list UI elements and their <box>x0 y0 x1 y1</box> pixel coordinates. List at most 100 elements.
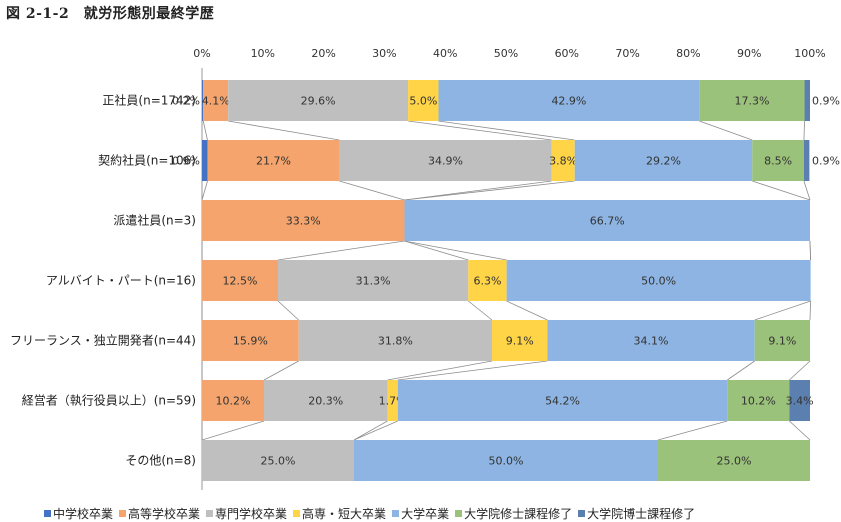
data-label: 34.9% <box>428 155 463 168</box>
data-label: 66.7% <box>590 215 625 228</box>
legend-swatch <box>392 510 400 517</box>
bar-segment <box>202 80 204 121</box>
category-label: 正社員(n=1742) <box>102 93 196 108</box>
bar-segment <box>278 260 469 301</box>
bar-segment <box>207 140 340 181</box>
bar-segment <box>203 80 229 121</box>
data-label: 9.1% <box>506 335 534 348</box>
data-label: 50.0% <box>641 275 676 288</box>
series-line <box>202 120 208 141</box>
category-label: 経営者（執行役員以上）(n=59) <box>22 393 196 408</box>
series-line <box>263 360 299 381</box>
data-label: 21.7% <box>256 155 291 168</box>
data-label: 31.8% <box>378 335 413 348</box>
series-line <box>404 180 552 201</box>
x-tick-label: 20% <box>311 47 335 60</box>
x-tick-label: 10% <box>251 47 275 60</box>
bar-segment <box>202 260 278 301</box>
legend-item: 大学卒業 <box>392 505 449 522</box>
bar-segment <box>387 380 398 421</box>
legend-item: 大学院修士課程修了 <box>455 505 572 522</box>
legend-item: 中学校卒業 <box>44 505 113 522</box>
series-line <box>408 120 552 141</box>
legend-swatch <box>206 510 214 517</box>
bar-segment <box>752 140 804 181</box>
bar-segment <box>202 320 299 361</box>
series-line <box>397 360 548 381</box>
data-label: 29.6% <box>301 95 336 108</box>
bar-segment <box>397 380 728 421</box>
series-line <box>803 120 805 141</box>
bar-segment <box>408 80 439 121</box>
x-tick-label: 90% <box>737 47 761 60</box>
bar-segment <box>228 80 409 121</box>
data-label: 12.5% <box>223 275 258 288</box>
data-label: 33.3% <box>286 215 321 228</box>
legend-label: 中学校卒業 <box>53 507 114 521</box>
series-line <box>277 240 405 261</box>
bar-segment <box>404 200 810 241</box>
data-label: 10.2% <box>741 395 776 408</box>
series-line <box>339 180 405 201</box>
data-label: 17.3% <box>734 95 769 108</box>
bar-segment <box>202 440 354 481</box>
data-label: 0.2% <box>172 95 200 108</box>
bar-segment <box>202 200 405 241</box>
bar-segment <box>298 320 493 361</box>
x-tick-label: 60% <box>555 47 579 60</box>
bar-segment <box>438 80 700 121</box>
legend-item: 高等学校卒業 <box>119 505 200 522</box>
legend-label: 大学院博士課程修了 <box>587 507 696 521</box>
bar-segment <box>506 260 811 301</box>
data-label: 0.9% <box>172 155 200 168</box>
series-line <box>789 360 811 381</box>
category-label: フリーランス・独立開発者(n=44) <box>10 333 196 348</box>
x-tick-label: 30% <box>372 47 396 60</box>
bar-segment <box>789 380 810 421</box>
series-line <box>803 180 811 201</box>
x-tick-label: 50% <box>494 47 518 60</box>
series-line <box>387 360 493 381</box>
data-label: 4.1% <box>202 95 230 108</box>
category-label: その他(n=8) <box>125 454 196 468</box>
bar-segment <box>727 380 790 421</box>
series-line <box>404 240 507 261</box>
series-line <box>754 300 811 321</box>
data-label: 9.1% <box>768 335 796 348</box>
series-line <box>727 360 755 381</box>
legend-swatch <box>578 510 586 517</box>
data-label: 29.2% <box>646 155 681 168</box>
category-label: 契約社員(n=106) <box>98 153 196 168</box>
data-label: 31.3% <box>356 275 391 288</box>
x-tick-label: 80% <box>676 47 700 60</box>
data-label: 20.3% <box>308 395 343 408</box>
series-line <box>809 300 812 321</box>
series-line <box>404 240 469 261</box>
legend-item: 大学院博士課程修了 <box>578 505 695 522</box>
legend-item: 専門学校卒業 <box>206 505 287 522</box>
legend: 中学校卒業 高等学校卒業 専門学校卒業 高専・短大卒業 大学卒業 大学院修士課程修了 大学院… <box>44 505 695 522</box>
data-label: 3.8% <box>549 155 577 168</box>
series-line <box>657 420 728 441</box>
series-line <box>228 120 340 141</box>
bar-segment <box>547 320 755 361</box>
data-label: 42.9% <box>551 95 586 108</box>
x-tick-label: 100% <box>794 47 825 60</box>
category-label: アルバイト・パート(n=16) <box>46 274 196 288</box>
series-line <box>201 420 265 441</box>
legend-label: 大学卒業 <box>401 507 450 521</box>
data-label: 25.0% <box>261 455 296 468</box>
data-label: 0.9% <box>812 155 840 168</box>
series-line <box>468 300 493 321</box>
data-label: 54.2% <box>545 395 580 408</box>
x-tick-label: 40% <box>433 47 457 60</box>
bar-segment <box>754 320 810 361</box>
series-line <box>201 180 208 201</box>
data-label: 15.9% <box>233 335 268 348</box>
bar-segment <box>202 140 208 181</box>
series-line <box>353 420 388 441</box>
bar-segment <box>468 260 507 301</box>
data-label: 0.9% <box>812 95 840 108</box>
bar-segment <box>492 320 548 361</box>
